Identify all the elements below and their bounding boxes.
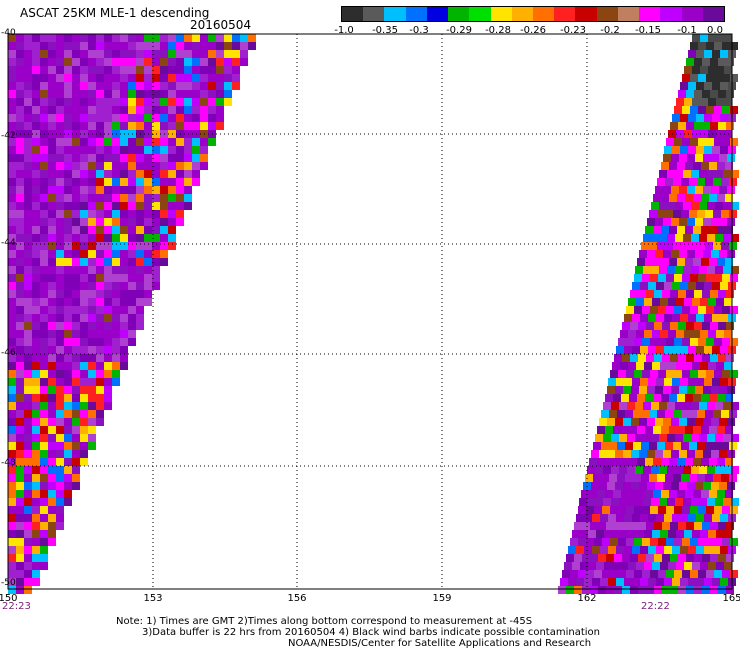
- colorbar-segment: [639, 7, 661, 21]
- note-line-1: Note: 1) Times are GMT 2)Times along bot…: [116, 616, 533, 627]
- note-line-2: 3)Data buffer is 22 hrs from 20160504 4)…: [142, 627, 600, 638]
- colorbar-label: -0.29: [446, 25, 472, 36]
- colorbar-segment: [532, 7, 555, 21]
- time-right: 22:22: [641, 601, 670, 612]
- colorbar-segment: [596, 7, 618, 21]
- colorbar-label: -0.15: [635, 25, 661, 36]
- colorbar-label: -0.26: [520, 25, 546, 36]
- colorbar-segment: [511, 7, 533, 21]
- colorbar-label: -1.0: [334, 25, 354, 36]
- colorbar-labels: -1.0 -0.35 -0.3 -0.29 -0.28 -0.26 -0.23 -0.2 -0.…: [330, 25, 730, 37]
- colorbar-segment: [681, 7, 703, 21]
- x-tick-165: 165: [722, 593, 740, 604]
- x-tick-159: 159: [432, 593, 452, 604]
- colorbar-segment: [490, 7, 512, 21]
- colorbar-segment: [405, 7, 427, 21]
- colorbar-label: -0.35: [372, 25, 398, 36]
- x-tick-150: 150: [0, 593, 18, 604]
- colorbar-label: -0.28: [485, 25, 511, 36]
- colorbar-segment: [448, 7, 470, 21]
- colorbar-segment: [575, 7, 597, 21]
- map-title: ASCAT 25KM MLE-1 descending: [20, 6, 210, 20]
- colorbar-segment: [554, 7, 576, 21]
- y-tick-50: -50: [1, 578, 16, 588]
- colorbar-segment: [363, 7, 385, 21]
- colorbar: [341, 6, 725, 22]
- map-frame: [7, 33, 733, 590]
- x-tick-156: 156: [287, 593, 307, 604]
- colorbar-label: -0.3: [409, 25, 429, 36]
- y-tick-46: -46: [1, 348, 16, 358]
- y-tick-44: -44: [1, 238, 16, 248]
- colorbar-segment: [660, 7, 682, 21]
- colorbar-segment: [384, 7, 406, 21]
- time-left: 22:23: [2, 601, 31, 612]
- colorbar-label: -0.23: [560, 25, 586, 36]
- colorbar-label: -0.1: [677, 25, 697, 36]
- colorbar-segment: [702, 7, 724, 21]
- y-tick-40: -40: [1, 28, 16, 38]
- note-line-3: NOAA/NESDIS/Center for Satellite Applica…: [288, 638, 592, 649]
- colorbar-label: 0.0: [707, 25, 723, 36]
- colorbar-segment: [469, 7, 491, 21]
- colorbar-segment: [342, 7, 364, 21]
- y-tick-42: -42: [1, 131, 16, 141]
- y-tick-48: -48: [1, 458, 16, 468]
- map-date: 20160504: [190, 18, 252, 32]
- colorbar-segment: [617, 7, 640, 21]
- x-tick-153: 153: [143, 593, 163, 604]
- colorbar-segment: [426, 7, 449, 21]
- x-tick-162: 162: [577, 593, 597, 604]
- colorbar-label: -0.2: [600, 25, 620, 36]
- data-cells: [8, 34, 739, 594]
